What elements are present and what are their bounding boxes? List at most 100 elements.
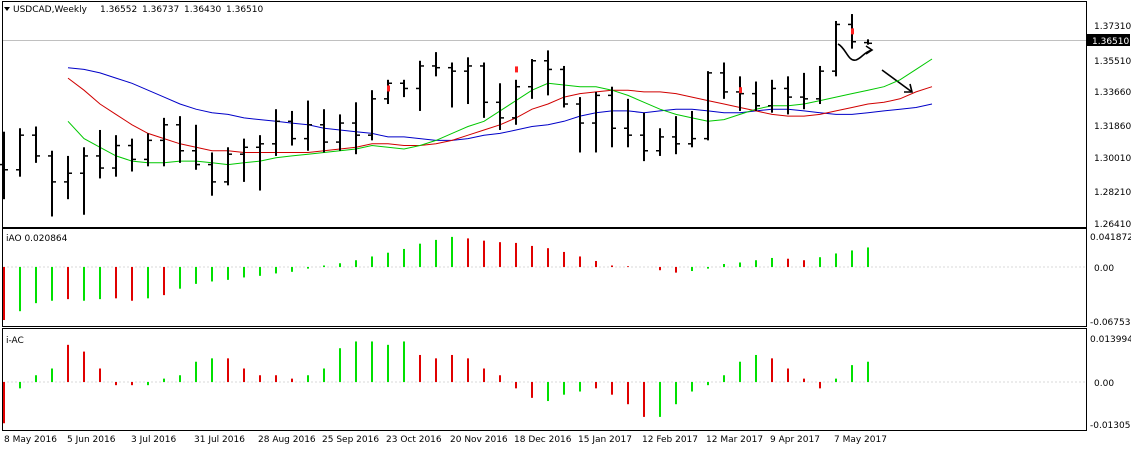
- current-price-tag: [1087, 34, 1130, 46]
- ac-label: i-AC: [6, 336, 24, 346]
- time-tick: 23 Oct 2016: [386, 435, 442, 445]
- time-tick: 12 Mar 2017: [706, 435, 763, 445]
- ohlc-bar: [672, 116, 680, 155]
- fractal-marker: [739, 87, 742, 94]
- ao-panel-frame: [2, 228, 1087, 327]
- ohlc-bar: [288, 110, 296, 146]
- ohlc-bar: [16, 128, 24, 177]
- ohlc-bar: [480, 62, 488, 118]
- ohlc-open: 1.36552: [100, 5, 137, 15]
- ohlc-bar: [0, 131, 8, 200]
- ao-tick: -0.067536: [1090, 318, 1131, 328]
- ohlc-bar: [688, 110, 696, 148]
- ohlc-bar: [784, 76, 792, 115]
- ohlc-low: 1.36430: [184, 5, 221, 15]
- ohlc-bar: [800, 72, 808, 110]
- ohlc-bar: [112, 135, 120, 177]
- ohlc-bar: [592, 91, 600, 153]
- time-tick: 15 Jan 2017: [578, 435, 632, 445]
- fractal-marker: [851, 28, 854, 35]
- dropdown-triangle-icon[interactable]: [4, 7, 10, 11]
- price-tick: 1.28210: [1094, 188, 1131, 198]
- ohlc-bar: [864, 39, 872, 45]
- fractal-marker: [515, 66, 518, 73]
- ohlc-high: 1.36737: [142, 5, 179, 15]
- ohlc-bar: [512, 79, 520, 125]
- arrowhead-icon: [865, 45, 874, 55]
- ao-label: iAO 0.020864: [6, 234, 68, 244]
- ohlc-bar: [352, 102, 360, 155]
- time-tick: 5 Jun 2016: [67, 435, 116, 445]
- ohlc-bar: [640, 112, 648, 162]
- ohlc-bar: [576, 97, 584, 153]
- ohlc-bar: [128, 138, 136, 172]
- price-panel-frame: [2, 1, 1087, 228]
- ac-tick: -0.013056: [1090, 421, 1131, 431]
- price-tick: 1.30010: [1094, 154, 1131, 164]
- time-tick: 8 May 2016: [4, 435, 57, 445]
- ohlc-bar: [32, 126, 40, 163]
- ohlc-bar: [560, 65, 568, 108]
- time-tick: 3 Jul 2016: [131, 435, 176, 445]
- ohlc-bar: [96, 129, 104, 179]
- price-tick: 1.26410: [1094, 220, 1131, 230]
- ohlc-bar: [256, 135, 264, 191]
- current-price-label: 1.36510: [1092, 37, 1129, 47]
- ohlc-bar: [208, 152, 216, 196]
- ohlc-bar: [816, 65, 824, 105]
- time-tick: 12 Feb 2017: [642, 435, 698, 445]
- ao-tick: 0.00: [1094, 264, 1114, 274]
- time-tick: 7 May 2017: [834, 435, 887, 445]
- ohlc-bar: [608, 86, 616, 148]
- ohlc-bar: [464, 57, 472, 105]
- ac-tick: 0.013994: [1090, 335, 1131, 345]
- ohlc-bar: [832, 20, 840, 77]
- time-tick: 18 Dec 2016: [514, 435, 572, 445]
- ohlc-bar: [448, 62, 456, 108]
- chart-header: USDCAD,Weekly 1.36552 1.36737 1.36430 1.…: [4, 5, 263, 15]
- fractal-marker: [387, 85, 390, 92]
- ohlc-bar: [224, 147, 232, 186]
- price-tick: 1.31860: [1094, 122, 1131, 132]
- ohlc-bar: [752, 81, 760, 111]
- arrowhead-icon: [904, 83, 914, 93]
- ohlc-bar: [336, 114, 344, 151]
- ohlc-bar: [304, 100, 312, 151]
- ohlc-bar: [176, 116, 184, 163]
- ac-tick: 0.00: [1094, 379, 1114, 389]
- ohlc-bar: [160, 117, 168, 167]
- ohlc-bar: [240, 138, 248, 182]
- ohlc-bar: [656, 128, 664, 156]
- price-tick: 1.33660: [1094, 88, 1131, 98]
- ohlc-bar: [496, 83, 504, 130]
- ohlc-bar: [720, 62, 728, 99]
- ohlc-bar: [320, 109, 328, 153]
- time-tick: 31 Jul 2016: [194, 435, 245, 445]
- price-tick: 1.37310: [1094, 22, 1131, 32]
- ohlc-bar: [624, 98, 632, 148]
- ohlc-bar: [528, 59, 536, 99]
- ohlc-bar: [48, 150, 56, 217]
- price-marks: [0, 14, 933, 217]
- drawn-arrows[interactable]: [837, 43, 914, 93]
- ohlc-bar: [384, 79, 392, 105]
- price-axis: 1.37310 1.35510 1.33660 1.31860 1.30010 …: [1094, 22, 1131, 230]
- ohlc-bar: [80, 147, 88, 215]
- time-tick: 28 Aug 2016: [258, 435, 316, 445]
- time-tick: 9 Apr 2017: [770, 435, 820, 445]
- ohlc-bar: [736, 76, 744, 111]
- ohlc-bar: [64, 155, 72, 200]
- time-axis: 8 May 2016 5 Jun 2016 3 Jul 2016 31 Jul …: [4, 435, 887, 445]
- ohlc-bar: [704, 71, 712, 141]
- time-tick: 25 Sep 2016: [322, 435, 379, 445]
- ohlc-bar: [432, 52, 440, 77]
- ohlc-bar: [144, 133, 152, 167]
- price-tick: 1.35510: [1094, 57, 1131, 67]
- ohlc-bar: [416, 60, 424, 111]
- ao-tick: 0.041872: [1090, 233, 1131, 243]
- ohlc-bar: [272, 109, 280, 156]
- ao-marks: [3, 236, 1086, 321]
- curved-arrow-icon[interactable]: [837, 43, 873, 61]
